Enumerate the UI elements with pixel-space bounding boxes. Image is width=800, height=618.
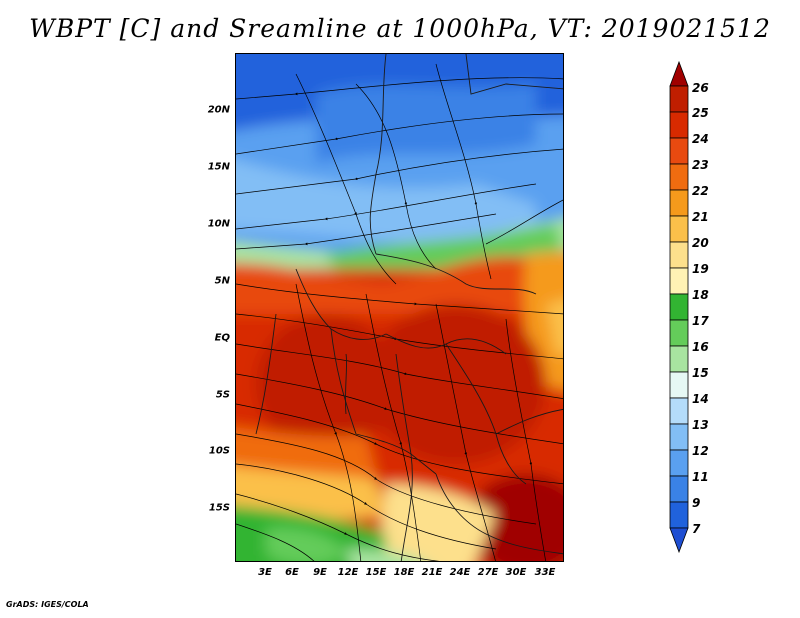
colorbar-bottom-triangle xyxy=(669,527,689,554)
lat-label-20n: 20N xyxy=(207,104,230,116)
lat-label-15n: 15N xyxy=(207,161,230,173)
colorbar-label-21: 21 xyxy=(692,210,709,224)
country-borders xyxy=(255,54,563,561)
lat-label-5n: 5N xyxy=(214,275,230,287)
lon-label-21e: 21E xyxy=(421,567,443,578)
lon-label-9e: 9E xyxy=(313,567,327,578)
streamlines xyxy=(236,63,563,561)
colorbar-box xyxy=(669,423,689,451)
wbpt-field xyxy=(236,54,563,561)
colorbar-label-16: 16 xyxy=(692,340,709,354)
colorbar-box xyxy=(669,137,689,165)
colorbar-label-14: 14 xyxy=(692,392,709,406)
lat-label-10n: 10N xyxy=(207,218,230,230)
colorbar-label-18: 18 xyxy=(692,288,709,302)
colorbar-label-20: 20 xyxy=(692,236,709,250)
colorbar-label-23: 23 xyxy=(692,158,709,172)
lon-label-33e: 33E xyxy=(534,567,556,578)
lat-label-15s: 15S xyxy=(208,502,230,514)
lon-label-15e: 15E xyxy=(365,567,387,578)
colorbar-label-25: 25 xyxy=(692,106,709,120)
lon-label-3e: 3E xyxy=(258,567,272,578)
map-title: WBPT [C] and Sreamline at 1000hPa, VT: 2… xyxy=(29,14,771,43)
lat-label-5s: 5S xyxy=(215,389,230,401)
colorbar-label-15: 15 xyxy=(692,366,709,380)
colorbar-box xyxy=(669,189,689,217)
colorbar xyxy=(669,60,689,554)
lon-label-30e: 30E xyxy=(505,567,527,578)
colorbar-top-triangle xyxy=(669,60,689,87)
colorbar-box xyxy=(669,475,689,503)
lon-label-18e: 18E xyxy=(393,567,415,578)
map-panel xyxy=(235,53,564,562)
colorbar-box xyxy=(669,163,689,191)
colorbar-box xyxy=(669,215,689,243)
colorbar-label-11: 11 xyxy=(692,470,709,484)
colorbar-box xyxy=(669,241,689,269)
colorbar-box xyxy=(669,345,689,373)
colorbar-box xyxy=(669,319,689,347)
colorbar-label-19: 19 xyxy=(692,262,709,276)
colorbar-box xyxy=(669,85,689,113)
colorbar-label-9: 9 xyxy=(692,496,701,510)
colorbar-box xyxy=(669,371,689,399)
colorbar-box xyxy=(669,293,689,321)
grads-credit: GrADS: IGES/COLA xyxy=(6,600,89,609)
colorbar-box xyxy=(669,267,689,295)
colorbar-label-26: 26 xyxy=(692,81,709,95)
lat-label-eq: EQ xyxy=(214,332,230,344)
colorbar-box xyxy=(669,501,689,529)
lon-label-6e: 6E xyxy=(285,567,299,578)
colorbar-label-22: 22 xyxy=(692,184,709,198)
colorbar-label-12: 12 xyxy=(692,444,709,458)
colorbar-box xyxy=(669,449,689,477)
colorbar-box xyxy=(669,111,689,139)
colorbar-label-24: 24 xyxy=(692,132,709,146)
lat-label-10s: 10S xyxy=(208,445,230,457)
colorbar-label-13: 13 xyxy=(692,418,709,432)
colorbar-box xyxy=(669,397,689,425)
colorbar-label-17: 17 xyxy=(692,314,709,328)
lon-label-12e: 12E xyxy=(337,567,359,578)
lon-label-27e: 27E xyxy=(477,567,499,578)
lon-label-24e: 24E xyxy=(449,567,471,578)
colorbar-label-7: 7 xyxy=(692,522,701,536)
